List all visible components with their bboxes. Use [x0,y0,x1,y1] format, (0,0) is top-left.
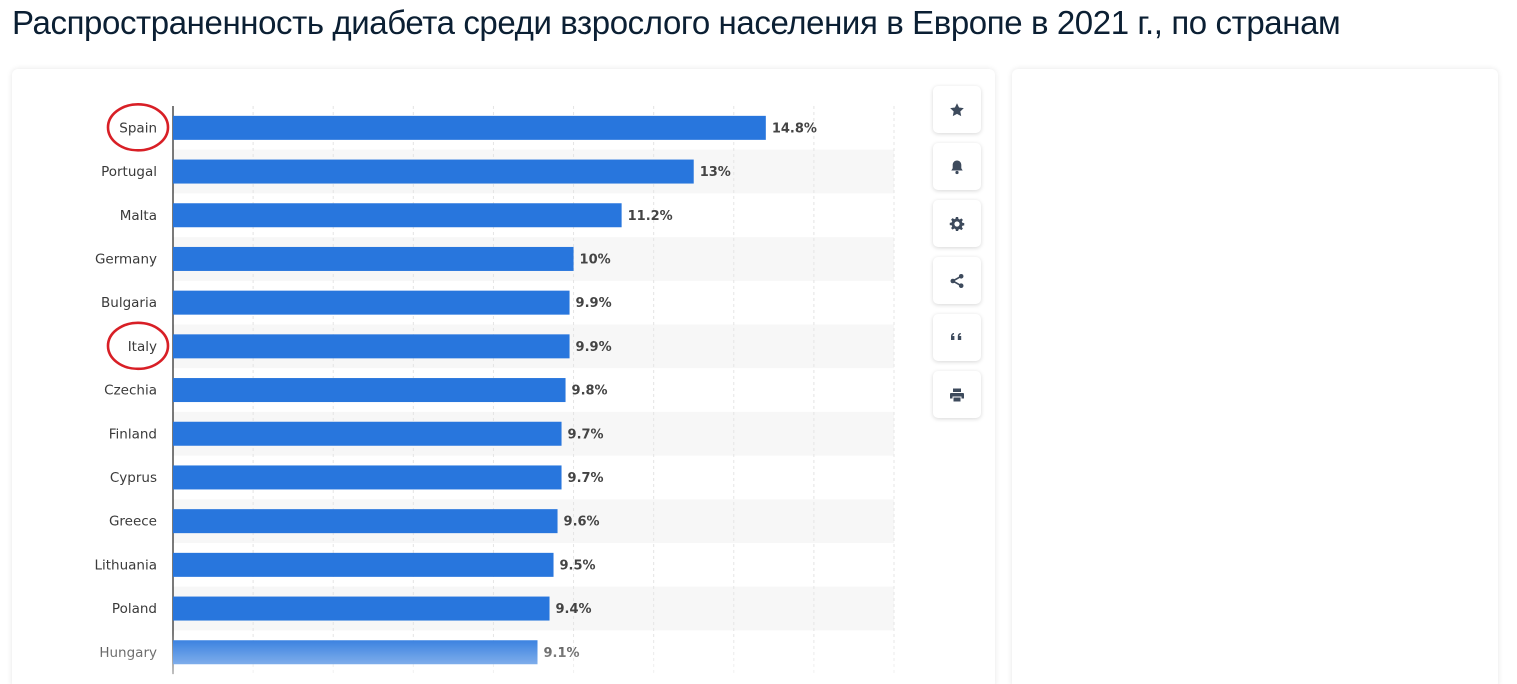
value-label-spain: 14.8% [772,121,817,136]
bar-cyprus [173,465,562,490]
bar-greece [173,509,558,534]
highlight-circle-spain [106,103,170,152]
category-label-czechia: Czechia [104,383,157,399]
bar-bulgaria [173,290,570,315]
category-label-greece: Greece [109,514,157,530]
favorite-button[interactable] [933,86,981,133]
bar-finland [173,421,562,446]
bar-malta [173,203,622,228]
bar-lithuania [173,552,554,577]
value-label-finland: 9.7% [568,427,604,442]
print-icon [950,388,964,401]
value-label-germany: 10% [580,252,611,267]
bar-portugal [173,159,694,184]
value-label-czechia: 9.8% [572,384,608,399]
value-label-greece: 9.6% [564,515,600,530]
share-button[interactable] [933,257,981,304]
bar-chart: 14.8% Spain 13% Portugal 11.2% Malta 10% German… [94,103,895,675]
category-label-poland: Poland [112,601,157,617]
category-label-italy: Italy [128,339,157,355]
value-label-poland: 9.4% [556,602,592,617]
category-label-lithuania: Lithuania [94,557,157,573]
category-label-malta: Malta [120,208,157,224]
bar-czechia [173,378,566,403]
value-label-cyprus: 9.7% [568,471,604,486]
quote-icon [951,332,962,340]
bar-spain [173,115,766,140]
print-button[interactable] [933,371,981,418]
category-label-finland: Finland [109,426,157,442]
chart-toolbar [933,86,981,428]
bar-germany [173,246,574,271]
value-label-hungary: 9.1% [544,646,580,661]
category-label-hungary: Hungary [99,645,157,661]
highlight-circle-italy [106,321,170,371]
value-label-bulgaria: 9.9% [576,296,612,311]
cite-button[interactable] [933,314,981,361]
page-title: Распространенность диабета среди взросло… [12,4,1341,41]
category-label-cyprus: Cyprus [110,470,157,486]
value-label-italy: 9.9% [576,340,612,355]
value-label-lithuania: 9.5% [560,558,596,573]
category-label-germany: Germany [95,251,157,267]
category-label-bulgaria: Bulgaria [101,295,157,311]
bar-poland [173,596,550,621]
star-icon [950,102,964,116]
chart-card: 14.8% Spain 13% Portugal 11.2% Malta 10% German… [12,69,995,684]
share-icon [950,273,964,288]
category-label-spain: Spain [119,120,157,136]
settings-button[interactable] [933,200,981,247]
side-panel [1012,69,1498,684]
value-label-malta: 11.2% [628,209,673,224]
notification-button[interactable] [933,143,981,190]
bar-hungary [173,640,538,665]
bell-icon [951,160,963,174]
value-label-portugal: 13% [700,165,731,180]
category-label-portugal: Portugal [101,164,157,180]
gear-icon [949,216,965,231]
bar-italy [173,334,570,359]
